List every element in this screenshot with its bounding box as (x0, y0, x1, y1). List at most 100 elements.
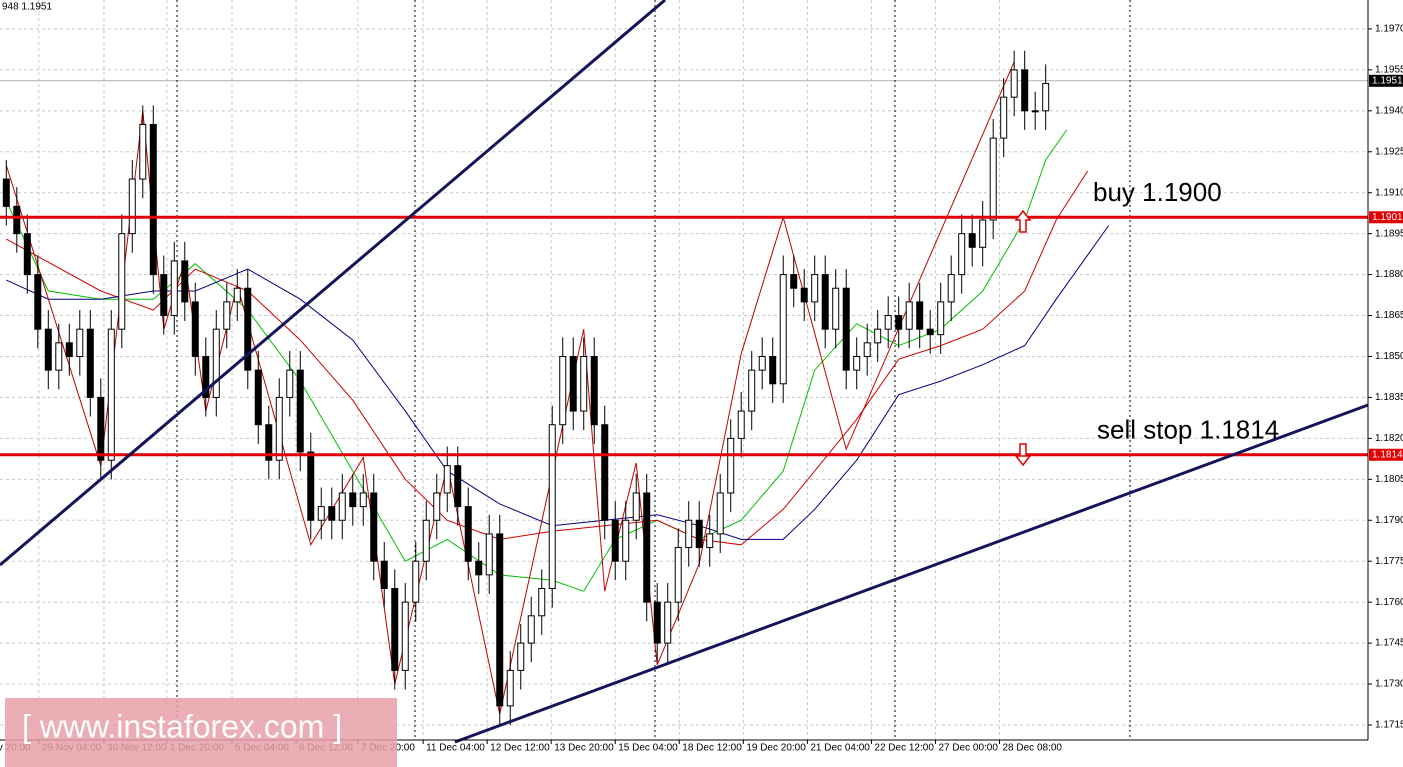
candle-body (464, 506, 472, 562)
candle-body (233, 287, 241, 303)
level-label: 1.1901 (1372, 212, 1403, 223)
level-label: 1.1814 (1372, 449, 1403, 460)
candle-body (380, 560, 388, 590)
candle-body (443, 465, 451, 494)
candle-body (517, 642, 525, 671)
candle-body (727, 437, 735, 494)
trendlines (0, 0, 1369, 744)
candle-body (947, 274, 955, 303)
y-tick-label: 1.1895 (1375, 228, 1403, 239)
candle-body (317, 506, 325, 521)
candle-body (979, 219, 987, 248)
candle-body (86, 328, 94, 398)
candle-body (853, 355, 861, 371)
candle-body (286, 369, 294, 398)
candle-body (737, 410, 745, 439)
x-tick-label: 18 Dec 12:00 (682, 743, 742, 754)
candle-body (422, 519, 430, 562)
candle-body (905, 301, 913, 330)
candle-body (695, 519, 703, 549)
candle-body (580, 355, 588, 412)
marks (0, 50, 1368, 725)
y-tick-label: 1.1820 (1375, 433, 1403, 444)
y-tick-label: 1.1745 (1375, 638, 1403, 649)
candle-body (632, 492, 640, 521)
x-tick-label: 11 Dec 04:00 (426, 743, 485, 754)
x-tick-label: 21 Dec 04:00 (810, 743, 870, 754)
candle-body (821, 274, 829, 330)
y-tick-label: 1.1835 (1375, 392, 1403, 403)
candle-body (370, 492, 378, 562)
candle-body (569, 355, 577, 412)
candle-body (23, 233, 31, 276)
trendline (0, 0, 666, 567)
candle-body (349, 492, 357, 508)
sell-arrow (1014, 443, 1032, 467)
candle-body (307, 451, 315, 521)
candle-body (118, 233, 126, 330)
y-tick-label: 1.1925 (1375, 146, 1403, 157)
candle-body (968, 233, 976, 248)
candle-body (128, 178, 136, 235)
candle-body (643, 492, 651, 603)
candle-body (800, 287, 808, 303)
current-price-box (1369, 74, 1403, 87)
candle-body (769, 355, 777, 385)
candle-body (790, 274, 798, 289)
candle-body (454, 465, 462, 508)
candle-body (181, 260, 189, 303)
candle-body (254, 369, 262, 426)
indicator-line (6, 170, 1089, 546)
candle-body (328, 506, 336, 521)
candle-body (433, 492, 441, 521)
indicator-line (5, 129, 1068, 592)
x-tick-label: 15 Dec 04:00 (618, 743, 678, 754)
candle-body (674, 547, 682, 603)
level-label-box (1369, 448, 1403, 461)
y-tick-label: 1.1880 (1375, 269, 1403, 280)
candle-body (874, 328, 882, 344)
candle-body (622, 519, 630, 562)
candle-body (1042, 83, 1050, 112)
y-tick-label: 1.1730 (1375, 679, 1403, 690)
arrows (1014, 209, 1032, 467)
y-tick-label: 1.1805 (1375, 474, 1403, 485)
candle-body (1031, 110, 1039, 113)
candle-body (44, 328, 52, 371)
level-annotation: sell stop 1.1814 (1097, 415, 1279, 445)
x-tick-label: 12 Dec 12:00 (490, 743, 550, 754)
candle-body (359, 492, 367, 508)
candle-body (170, 260, 178, 317)
y-tick-label: 1.1775 (1375, 556, 1403, 567)
y-tick-label: 1.1715 (1375, 720, 1403, 731)
y-tick-label: 1.1790 (1375, 515, 1403, 526)
level-annotation: buy 1.1900 (1093, 177, 1222, 207)
candle-body (1000, 96, 1008, 139)
candle-body (706, 533, 714, 549)
candle-body (139, 123, 147, 180)
candle-body (244, 287, 252, 371)
candle-body (989, 137, 997, 221)
y-tick-label: 1.1940 (1375, 105, 1403, 116)
x-tick-label: 22 Dec 12:00 (874, 743, 934, 754)
trendline (454, 403, 1369, 744)
candle-body (758, 355, 766, 371)
indicator-line (5, 61, 1015, 715)
y-tick-label: 1.1760 (1375, 597, 1403, 608)
candle-body (275, 396, 283, 461)
level-label-box (1369, 211, 1403, 224)
candle-body (548, 424, 556, 590)
y-tick-label: 1.1970 (1375, 24, 1403, 35)
candle-body (485, 533, 493, 576)
candle-body (475, 560, 483, 576)
candle-body (212, 328, 220, 398)
candle-body (1010, 69, 1018, 98)
candle-body (76, 328, 84, 357)
candle-body (748, 369, 756, 412)
candle-body (685, 519, 693, 549)
candle-body (55, 342, 63, 371)
candle-body (884, 315, 892, 330)
x-tick-label: 28 Dec 08:00 (1002, 743, 1062, 754)
watermark: [ www.instaforex.com ] (22, 708, 342, 744)
